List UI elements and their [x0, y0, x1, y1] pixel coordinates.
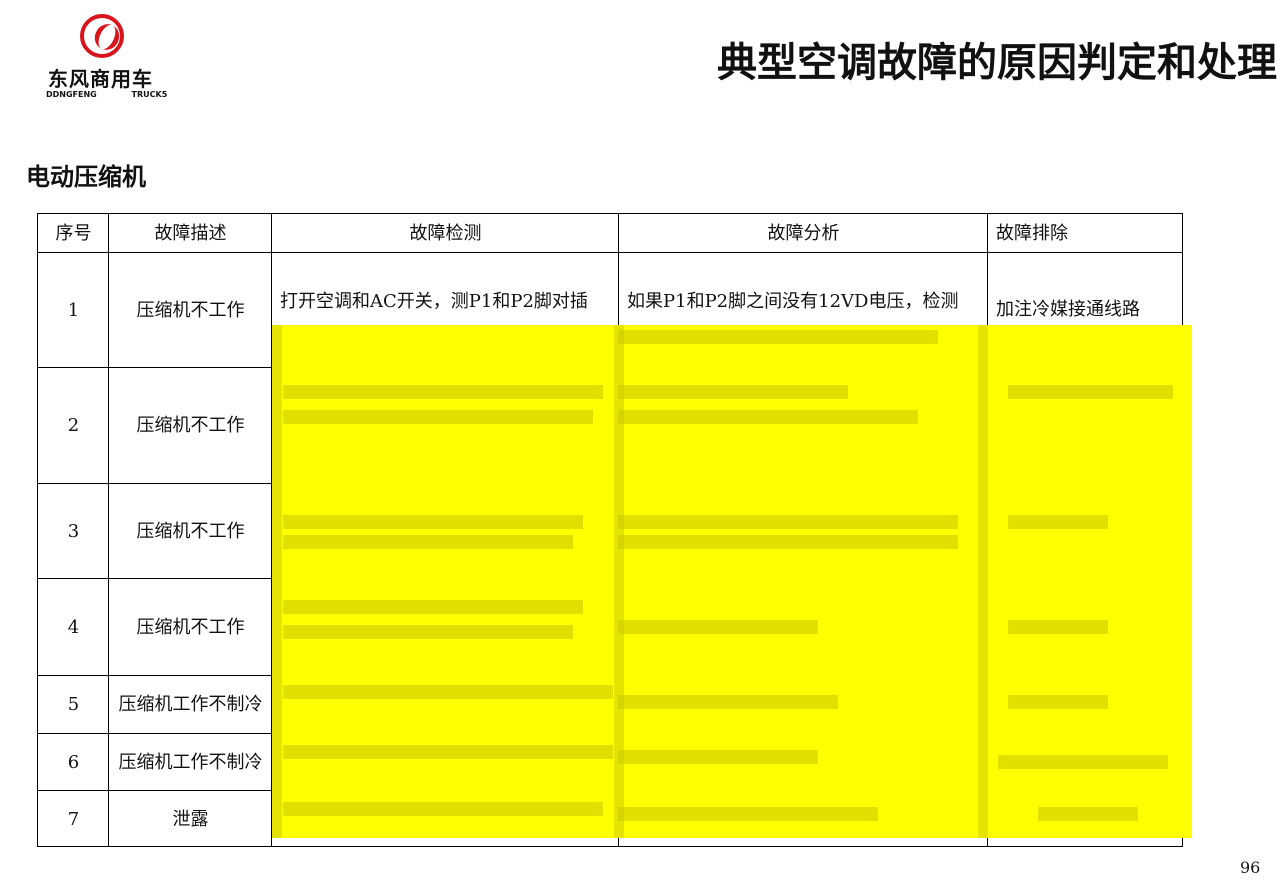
fault-description: 压缩机不工作: [136, 520, 245, 542]
fault-description: 压缩机不工作: [136, 415, 245, 436]
page-title: 典型空调故障的原因判定和处理: [717, 40, 1277, 86]
header-no: 序号: [55, 222, 92, 244]
blurred-text: [618, 807, 878, 821]
blurred-text: [618, 750, 818, 764]
blurred-text: [283, 685, 613, 699]
logo-emblem-icon: [80, 14, 124, 58]
blurred-text: [618, 410, 918, 424]
blurred-text: [283, 745, 613, 759]
blurred-text: [1038, 807, 1138, 821]
blurred-text: [283, 515, 583, 529]
blurred-text: [283, 625, 573, 639]
blurred-text: [1008, 620, 1108, 634]
fault-description: 压缩机工作不制冷: [118, 751, 263, 773]
column-divider: [271, 214, 272, 846]
page-number: 96: [1240, 858, 1261, 877]
column-divider: [108, 214, 109, 846]
blurred-text: [618, 385, 848, 399]
blurred-text: [618, 695, 838, 709]
fault-description: 泄露: [172, 808, 209, 830]
fault-table: 序号 故障描述 故障检测 故障分析 故障排除 1 压缩机不工作 打开空调和AC开关，测P1和P…: [37, 213, 1183, 847]
row-number: 7: [67, 808, 80, 830]
header-fix: 故障排除: [996, 222, 1068, 244]
fault-fix: 加注冷媒接通线路: [996, 299, 1140, 320]
blurred-text: [1008, 695, 1108, 709]
fault-description: 压缩机工作不制冷: [118, 694, 263, 715]
row-divider: [38, 252, 1182, 253]
fault-description: 压缩机不工作: [136, 299, 245, 321]
logo-text-cn: 东风商用车: [48, 67, 153, 91]
row-number: 4: [67, 616, 80, 638]
blurred-text: [1008, 515, 1108, 529]
blurred-text: [998, 755, 1168, 769]
redaction-overlay: [272, 325, 1192, 838]
dongfeng-logo: 东风商用车 DDNGFENG TRUCK5: [40, 10, 170, 105]
blurred-text: [618, 620, 818, 634]
blurred-text: [618, 535, 958, 549]
row-number: 2: [67, 415, 80, 436]
row-number: 3: [67, 520, 80, 542]
blurred-text: [283, 385, 603, 399]
row-number: 5: [67, 694, 80, 715]
logo-text-en: DDNGFENG TRUCK5: [46, 90, 168, 99]
fault-description: 压缩机不工作: [136, 616, 245, 638]
row-number: 6: [67, 751, 80, 773]
blurred-text: [283, 802, 603, 816]
blurred-text: [618, 515, 958, 529]
row-number: 1: [67, 299, 80, 321]
blurred-text: [283, 535, 573, 549]
fault-detection: 打开空调和AC开关，测P1和P2脚对插: [280, 291, 588, 312]
header-analysis: 故障分析: [767, 222, 840, 244]
blurred-text: [618, 330, 938, 344]
blurred-text: [1008, 385, 1173, 399]
header-desc: 故障描述: [154, 222, 227, 244]
blurred-text: [283, 600, 583, 614]
header-detect: 故障检测: [409, 222, 482, 244]
blurred-text: [283, 410, 593, 424]
section-title: 电动压缩机: [26, 163, 146, 191]
fault-analysis: 如果P1和P2脚之间没有12VD电压，检测: [627, 291, 959, 312]
